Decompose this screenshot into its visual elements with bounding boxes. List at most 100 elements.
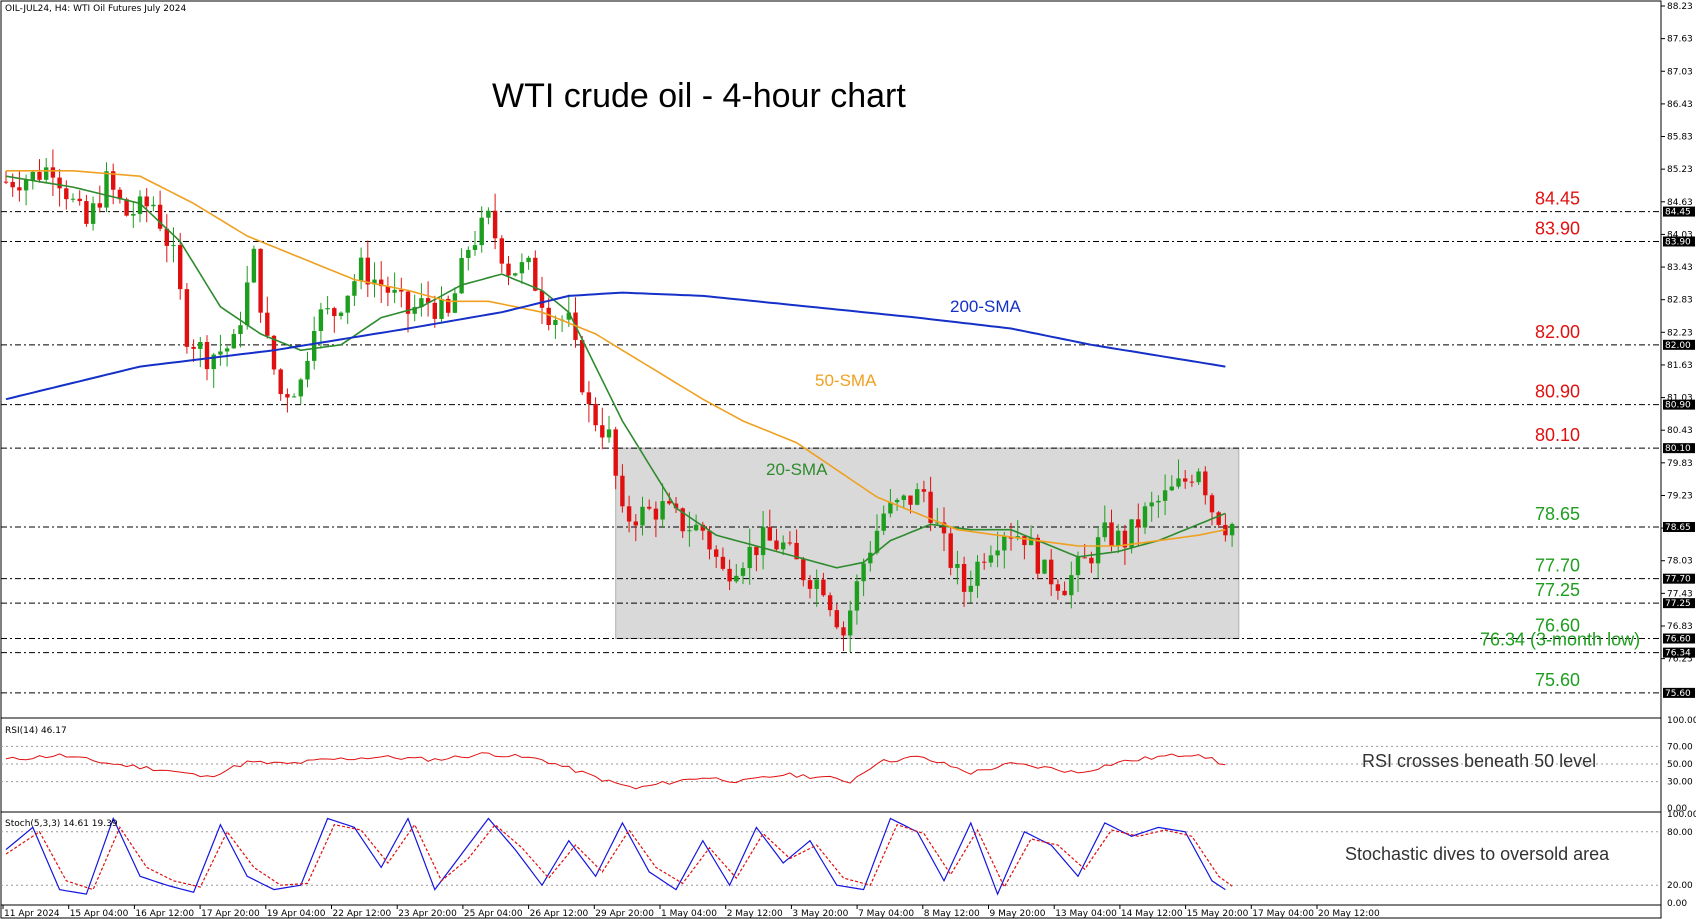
price-tick-label: 88.23 — [1667, 2, 1693, 12]
price-tick-label: 81.63 — [1667, 361, 1693, 371]
candle-body — [486, 210, 491, 218]
candle-body — [17, 187, 22, 191]
sma-line-20-SMA — [5, 175, 1226, 569]
candle-body — [459, 257, 464, 294]
candle-body — [593, 403, 598, 426]
candle-body — [921, 489, 927, 492]
sma200-annotation: 200-SMA — [950, 297, 1022, 316]
price-tick-label: 84.03 — [1667, 230, 1693, 240]
candle-body — [861, 563, 866, 582]
time-tick-label: 14 May 12:00 — [1121, 909, 1183, 919]
candle-body — [144, 196, 149, 207]
candle-body — [948, 533, 953, 568]
level-axis-tag-4 — [1663, 443, 1695, 454]
candle-body — [204, 341, 210, 370]
candle-body — [814, 579, 819, 589]
candle-body — [727, 568, 732, 582]
candle-body — [117, 189, 123, 200]
stoch-tick-label: 0.00 — [1667, 899, 1687, 909]
candle-body — [760, 527, 766, 556]
candle-body — [198, 341, 203, 349]
level-axis-tag-2 — [1663, 339, 1695, 350]
candle-body — [513, 273, 518, 276]
levels-layer — [1, 211, 1661, 694]
candle-body — [184, 289, 190, 347]
price-tick-label: 82.23 — [1667, 328, 1693, 338]
candle-body — [318, 309, 324, 331]
level-axis-tag-8 — [1663, 633, 1695, 644]
price-tick-label: 82.83 — [1667, 296, 1693, 306]
candle-body — [405, 291, 411, 314]
candle-body — [680, 508, 685, 532]
time-tick-label: 22 Apr 12:00 — [333, 909, 392, 919]
candle-body — [425, 298, 431, 303]
level-label-10: 75.60 — [1535, 670, 1580, 690]
time-tick-label: 13 May 04:00 — [1055, 909, 1117, 919]
candle-body — [693, 524, 699, 531]
rsi-tick-label: 50.00 — [1667, 760, 1693, 770]
candle-body — [345, 295, 350, 313]
level-axis-tag-text-10: 75.60 — [1665, 689, 1691, 699]
candle-body — [774, 540, 779, 550]
candle-body — [506, 263, 511, 276]
candle-body — [1142, 506, 1148, 528]
price-tick-label: 87.03 — [1667, 67, 1693, 77]
rsi-tick-label: 70.00 — [1667, 742, 1693, 752]
candle-body — [131, 213, 136, 216]
candle-body — [372, 279, 377, 285]
candle-body — [1116, 530, 1121, 546]
price-tick-label: 87.63 — [1667, 35, 1693, 45]
price-tick-label: 85.83 — [1667, 133, 1693, 143]
candle-body — [888, 502, 893, 514]
candle-body — [379, 279, 384, 287]
level-axis-tag-0 — [1663, 206, 1695, 217]
level-label-3: 80.90 — [1535, 382, 1580, 402]
level-label-6: 77.70 — [1535, 556, 1580, 576]
candle-body — [794, 542, 799, 560]
candle-body — [553, 320, 558, 325]
candle-body — [432, 302, 437, 319]
time-tick-label: 19 Apr 04:00 — [267, 909, 326, 919]
stoch-tick-label: 20.00 — [1667, 881, 1693, 891]
rsi-tick-label: 30.00 — [1667, 778, 1693, 788]
stoch-pane: 100.00 80.00 20.00 0.00 — [1, 810, 1696, 909]
candle-body — [298, 379, 303, 397]
candle-body — [640, 506, 645, 526]
candle-body — [224, 348, 230, 352]
candle-body — [338, 312, 344, 317]
price-tick-label: 77.43 — [1667, 589, 1693, 599]
candle-body — [633, 521, 638, 526]
candle-body — [874, 530, 880, 553]
time-tick-label: 23 Apr 20:00 — [398, 909, 457, 919]
candle-body — [1095, 537, 1101, 564]
time-tick-label: 17 Apr 20:00 — [201, 909, 260, 919]
level-axis-tag-text-8: 76.60 — [1665, 634, 1691, 644]
candle-body — [968, 585, 973, 592]
time-tick-label: 15 Apr 04:00 — [70, 909, 129, 919]
candle-body — [955, 564, 960, 568]
candle-body — [171, 245, 176, 247]
symbol-info: OIL-JUL24, H4: WTI Oil Futures July 2024 — [5, 4, 186, 14]
candle-body — [519, 262, 525, 274]
level-axis-tag-text-9: 76.34 — [1665, 649, 1691, 659]
price-tick-label: 79.23 — [1667, 491, 1693, 501]
stoch-line-%K — [5, 816, 1226, 896]
candle-body — [539, 290, 545, 308]
candle-body — [399, 289, 404, 292]
candle-body — [151, 204, 156, 207]
level-axis-tag-6 — [1663, 573, 1695, 584]
candle-body — [961, 564, 967, 592]
sma-line-200-SMA — [5, 291, 1226, 401]
candle-body — [265, 312, 270, 336]
candle-body — [492, 210, 498, 239]
level-label-0: 84.45 — [1535, 189, 1580, 209]
level-axis-tag-text-0: 84.45 — [1665, 208, 1691, 218]
candle-body — [90, 203, 96, 224]
candle-body — [767, 527, 772, 541]
level-axis-tag-text-5: 78.65 — [1665, 523, 1691, 533]
candle-body — [211, 354, 216, 370]
candle-body — [271, 335, 277, 370]
level-axis-tag-1 — [1663, 236, 1695, 247]
candle-body — [1089, 557, 1094, 564]
